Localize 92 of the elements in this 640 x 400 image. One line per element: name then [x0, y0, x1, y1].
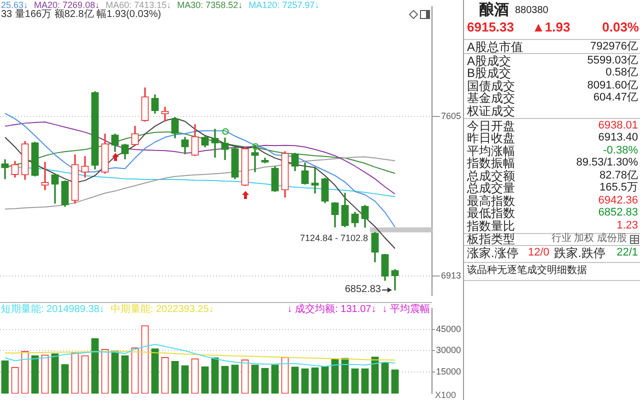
bar: [31, 355, 39, 394]
text: 跌家.跌停: [554, 246, 606, 260]
bar: [341, 358, 349, 394]
bar: [61, 364, 69, 394]
bar: [181, 365, 189, 394]
bar: [111, 350, 119, 394]
text: 6913.40: [598, 132, 638, 144]
bar: [211, 358, 219, 394]
text: 0.58亿: [606, 66, 638, 78]
text: 行业 加权 成份股: [551, 233, 627, 244]
candlestick: [211, 128, 219, 158]
text: 5599.03亿: [587, 54, 638, 66]
bar: [361, 368, 369, 394]
y-tick-label: 45000: [436, 324, 462, 334]
bar: [1, 360, 9, 394]
text: B股成交: [467, 66, 512, 80]
text: 总成交量: [467, 181, 515, 195]
text: ▲1.93: [532, 20, 570, 34]
text: 6852.83: [598, 206, 638, 218]
text: A股成交: [467, 54, 512, 68]
text: 指数振幅: [467, 156, 515, 170]
text: 酿酒: [479, 2, 509, 18]
text: A股总市值: [467, 40, 524, 54]
bar: [221, 366, 229, 394]
text: 平均涨幅: [467, 144, 515, 158]
bar: [291, 366, 299, 394]
text: 短期量能: 2014989.38↓: [1, 304, 104, 315]
y-tick-label: 15000: [436, 366, 462, 377]
text: 165.5万: [599, 182, 638, 194]
text: 昨日收盘: [467, 131, 515, 145]
bar: [351, 368, 359, 394]
text: 6942.36: [598, 194, 638, 206]
bar: [231, 364, 239, 394]
text: 89.53/1.30%: [576, 156, 638, 168]
text: 25.63↓: [1, 0, 28, 10]
text: 22/1: [616, 246, 638, 258]
text: -0.38%: [603, 144, 638, 156]
text: 最低指数: [467, 206, 515, 220]
candlestick: [311, 167, 319, 194]
candlestick: [251, 145, 259, 172]
bar: [251, 364, 259, 394]
bar: [391, 370, 399, 394]
text: 1.23: [616, 220, 638, 232]
text: 792976亿: [590, 40, 638, 52]
candlestick: [41, 162, 49, 190]
text: 指数量比: [467, 219, 515, 233]
y-tick-label: 7605: [441, 110, 462, 121]
bar: [301, 368, 309, 394]
bar: [381, 362, 389, 394]
text: 最高指数: [467, 194, 515, 208]
text: 板指类型: [467, 232, 515, 246]
band-label: 7124.84 - 7102.8: [300, 232, 368, 243]
text: 权证成交: [467, 104, 515, 118]
text: 8091.60亿: [587, 80, 638, 92]
text: 今日开盘: [467, 119, 515, 133]
bar: [151, 348, 159, 394]
bar: [261, 368, 269, 394]
candlestick: [1, 159, 9, 180]
bar: [51, 353, 59, 394]
text: 总成交额: [467, 169, 515, 183]
text: MA30: 7358.52↓: [177, 0, 243, 10]
annotation: ↓ 成交均额: 131.07↓: [287, 304, 376, 315]
text: 0.03%: [602, 20, 639, 34]
chart-subtitle: 33 量166万 额82.8亿 幅1.93(0.03%): [0, 9, 162, 20]
bar: [171, 360, 179, 394]
text: 该品种无逐笔成交明细数据: [467, 265, 587, 276]
text: 6938.01: [598, 120, 638, 132]
text: 国债成交: [467, 79, 515, 93]
bar: [201, 366, 209, 394]
text: 880380: [515, 5, 548, 16]
bar: [311, 368, 319, 394]
text: 涨家.涨停: [467, 246, 518, 260]
text: 基金成交: [467, 91, 515, 105]
annotation: 6852.83: [344, 284, 381, 296]
text: MA120: 7257.97↓: [248, 0, 320, 10]
text: MA20: 7269.08↓: [34, 0, 100, 10]
bar: [331, 358, 339, 394]
text: MA60: 7413.15↓: [106, 0, 172, 10]
text: 6915.33: [467, 20, 514, 34]
text: 604.47亿: [593, 92, 638, 104]
bar: [321, 366, 329, 394]
text: 12/0: [528, 246, 550, 258]
text: 82.78亿: [599, 170, 638, 182]
bar: [271, 364, 279, 394]
candlestick: [161, 106, 169, 122]
y-tick-label: 30000: [436, 345, 462, 356]
bar: [371, 356, 379, 394]
y-axis-title: X100: [435, 390, 456, 400]
annotation: ↓ 平均震幅: [382, 304, 430, 315]
text: 中期量能: 2022393.25↓: [110, 304, 214, 315]
y-tick-label: 6913: [441, 270, 462, 281]
bar: [91, 338, 99, 394]
